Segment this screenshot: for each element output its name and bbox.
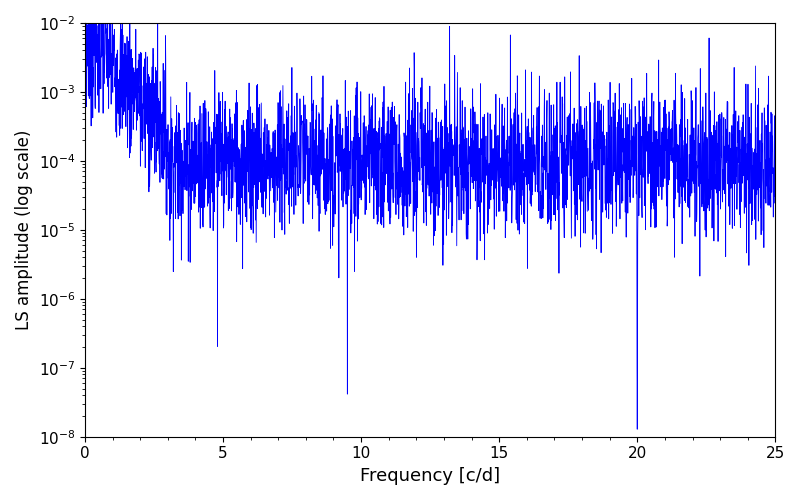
Y-axis label: LS amplitude (log scale): LS amplitude (log scale) bbox=[15, 130, 33, 330]
X-axis label: Frequency [c/d]: Frequency [c/d] bbox=[360, 467, 500, 485]
